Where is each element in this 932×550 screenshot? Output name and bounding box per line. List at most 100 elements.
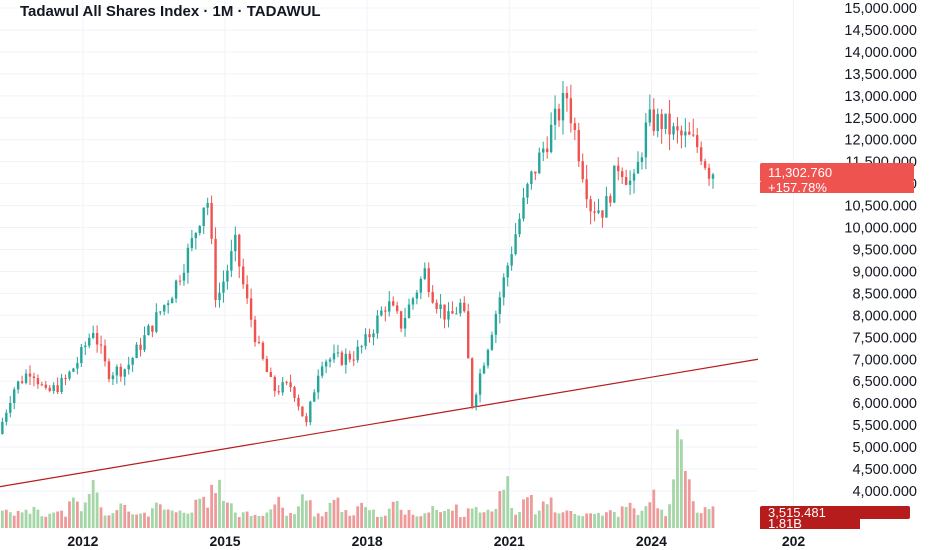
volume-bar xyxy=(20,512,24,528)
candle xyxy=(313,389,316,402)
volume-bar xyxy=(419,516,423,528)
candle xyxy=(143,326,146,353)
candle-body xyxy=(155,312,158,332)
candle-body xyxy=(605,196,608,218)
volume-bar xyxy=(281,507,285,528)
candle-body xyxy=(624,177,628,185)
volume-bar xyxy=(308,500,312,528)
candle-body xyxy=(103,345,107,362)
candle xyxy=(234,226,237,262)
candle-body xyxy=(664,113,667,129)
candle xyxy=(565,86,569,112)
candle-body xyxy=(597,210,600,213)
last-price-label: 11,302.760 xyxy=(768,165,832,180)
volume-bar xyxy=(99,507,103,528)
candle-body xyxy=(194,233,198,239)
candle-body xyxy=(478,373,482,395)
candle xyxy=(218,282,221,308)
candle-body xyxy=(344,353,348,365)
candle-body xyxy=(309,401,312,423)
candle xyxy=(293,385,296,402)
volume-bar xyxy=(648,502,652,528)
candle xyxy=(648,94,652,127)
y-tick-label: 10,500.000 xyxy=(844,199,917,215)
candle-body xyxy=(289,382,292,388)
candle xyxy=(107,358,111,383)
volume-bar xyxy=(218,479,221,528)
candle xyxy=(652,98,655,136)
candle xyxy=(364,328,367,350)
volume-bar xyxy=(502,489,506,528)
volume-value-badge-bg xyxy=(760,506,910,519)
candle-body xyxy=(269,372,273,377)
candle xyxy=(692,118,695,137)
volume-bar xyxy=(340,511,344,528)
candle xyxy=(624,169,628,186)
candle xyxy=(206,197,209,216)
candle xyxy=(230,239,233,278)
candle xyxy=(28,365,32,386)
candle-body xyxy=(431,292,434,303)
candle-body xyxy=(399,311,403,329)
volume-bar xyxy=(158,504,162,528)
candle-body xyxy=(320,366,324,376)
candle-body xyxy=(455,313,458,315)
volume-bar xyxy=(147,516,150,528)
volume-bar xyxy=(431,506,435,528)
candle-body xyxy=(238,234,241,267)
candle-body xyxy=(218,292,221,301)
volume-bar xyxy=(83,502,87,528)
change-badge-bg xyxy=(760,182,914,193)
candle-body xyxy=(376,315,379,334)
candle-body xyxy=(206,202,209,208)
candle-body xyxy=(380,310,383,316)
volume-bar xyxy=(143,512,146,528)
volume-bar xyxy=(285,515,289,528)
candle xyxy=(155,303,158,334)
candle-body xyxy=(210,202,213,239)
candle-body xyxy=(636,161,640,174)
candle-body xyxy=(656,114,659,132)
volume-bar xyxy=(545,504,549,528)
grid xyxy=(0,0,795,532)
candle xyxy=(684,118,687,148)
candle xyxy=(506,262,509,287)
candle xyxy=(56,377,59,395)
candle-body xyxy=(506,265,509,278)
volume-bar xyxy=(301,494,304,528)
candle-body xyxy=(707,167,711,179)
candle xyxy=(368,328,371,343)
candle-body xyxy=(463,302,466,312)
candle-body xyxy=(415,292,419,299)
volume-bar xyxy=(127,511,131,528)
candle xyxy=(309,400,312,426)
candle xyxy=(534,171,537,181)
candle-body xyxy=(234,234,237,252)
candle xyxy=(427,262,430,298)
candle-body xyxy=(703,161,707,168)
volume-bar xyxy=(182,512,186,528)
y-tick-label: 7,500.000 xyxy=(852,330,917,346)
volume-bar xyxy=(383,515,387,528)
volume-bar xyxy=(0,510,4,528)
candle xyxy=(159,310,162,316)
x-axis: 2012 2015 2018 2021 2024 202 xyxy=(67,533,805,549)
volume-bar xyxy=(372,509,375,528)
x-tick-label: 2021 xyxy=(494,533,525,549)
candle-body xyxy=(253,319,257,343)
candle xyxy=(467,303,470,359)
volume-bar xyxy=(328,502,332,528)
volume-bar xyxy=(269,509,273,528)
volume-bar xyxy=(24,509,28,528)
candle xyxy=(628,170,632,195)
candle-body xyxy=(632,173,636,181)
candle xyxy=(269,367,273,378)
volume-bar xyxy=(233,512,237,528)
candle-body xyxy=(143,335,146,350)
x-tick-label: 202 xyxy=(782,533,806,549)
volume-bar xyxy=(691,501,695,528)
candle xyxy=(561,81,565,135)
candle-body xyxy=(692,134,695,136)
